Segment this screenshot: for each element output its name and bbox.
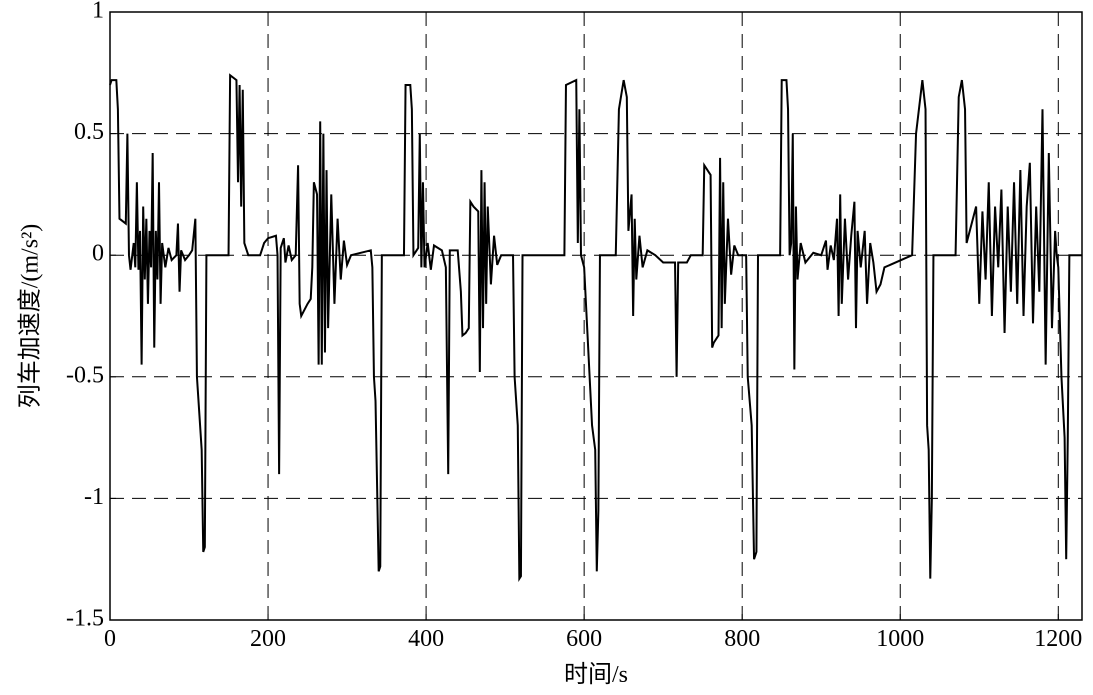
y-axis-label: 列车加速度/(m/s²) bbox=[17, 224, 44, 409]
y-tick-label: 0 bbox=[92, 241, 104, 267]
x-tick-label: 800 bbox=[724, 626, 760, 652]
y-tick-label: -0.5 bbox=[66, 362, 104, 388]
plot-frame bbox=[109, 11, 1083, 621]
x-tick-label: 0 bbox=[104, 626, 116, 652]
data-line bbox=[109, 73, 1082, 582]
x-axis-label: 时间/s bbox=[564, 661, 628, 688]
x-tick-label: 400 bbox=[408, 626, 444, 652]
y-tick-label: 0.5 bbox=[74, 119, 104, 145]
x-tick-label: 1000 bbox=[876, 626, 924, 652]
y-tick-label: 1 bbox=[92, 0, 104, 24]
x-tick-label: 1200 bbox=[1034, 626, 1082, 652]
y-tick-label: -1 bbox=[84, 484, 104, 510]
y-tick-label: -1.5 bbox=[66, 606, 104, 632]
x-tick-label: 600 bbox=[566, 626, 602, 652]
x-tick-label: 200 bbox=[250, 626, 286, 652]
